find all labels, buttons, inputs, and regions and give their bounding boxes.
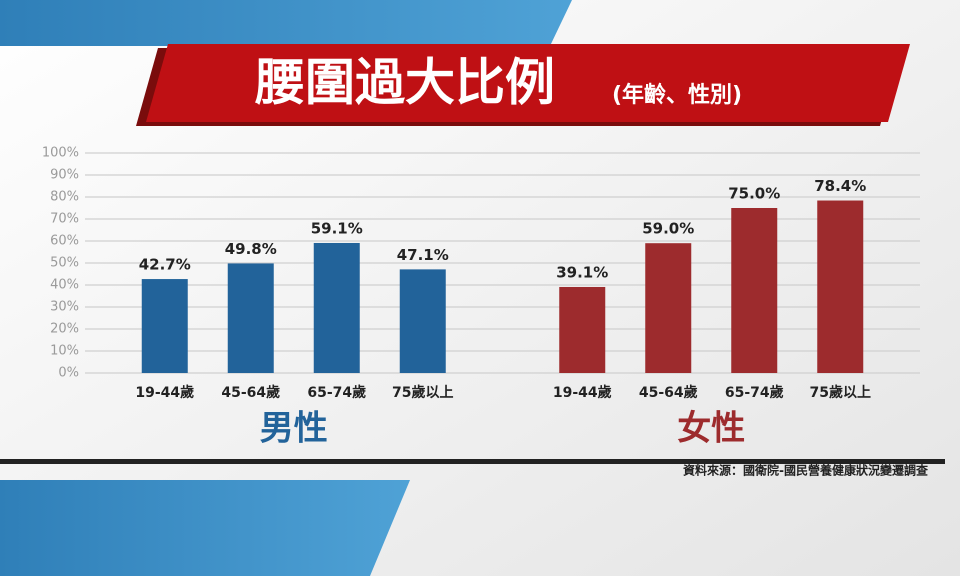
y-tick-label: 80% [50,190,79,205]
group-label: 女性 [677,409,745,449]
value-label: 42.7% [139,256,191,274]
source-rule [0,459,945,464]
x-tick-label: 45-64歲 [639,384,698,401]
chart-title: 腰圍過大比例 [255,54,555,112]
y-tick-label: 70% [50,212,79,227]
value-label: 78.4% [814,177,866,195]
y-tick-label: 90% [50,168,79,183]
y-tick-label: 50% [50,256,79,271]
decor-bottom [0,480,410,576]
bar [731,208,778,373]
bar [399,269,446,373]
y-tick-label: 100% [42,146,79,161]
value-label: 39.1% [556,263,608,281]
value-label: 59.1% [311,219,363,237]
x-tick-label: 65-74歲 [725,384,784,401]
y-tick-label: 40% [50,278,79,293]
banner [146,44,910,122]
bar [313,242,360,373]
group-label: 男性 [260,409,328,449]
bar [227,263,274,373]
chart-subtitle: (年齡、性別) [612,82,742,108]
x-tick-label: 75歲以上 [392,384,453,401]
source: 資料來源：國衛院-國民營養健康狀況變遷調查 [683,463,929,478]
y-tick-label: 10% [50,344,79,359]
x-tick-label: 19-44歲 [553,384,612,401]
x-tick-label: 45-64歲 [221,384,280,401]
value-label: 75.0% [728,185,780,203]
y-tick-label: 60% [50,234,79,249]
y-tick-label: 30% [50,300,79,315]
value-label: 59.0% [642,220,694,238]
y-tick-label: 20% [50,322,79,337]
value-label: 47.1% [397,246,449,264]
bar [645,243,692,373]
bar [817,200,864,373]
bar [559,286,606,373]
bar [141,279,188,373]
x-tick-label: 19-44歲 [135,384,194,401]
x-tick-label: 65-74歲 [307,384,366,401]
value-label: 49.8% [225,240,277,258]
decor-top [0,0,572,46]
y-tick-label: 0% [58,366,79,381]
x-tick-label: 75歲以上 [810,384,871,401]
